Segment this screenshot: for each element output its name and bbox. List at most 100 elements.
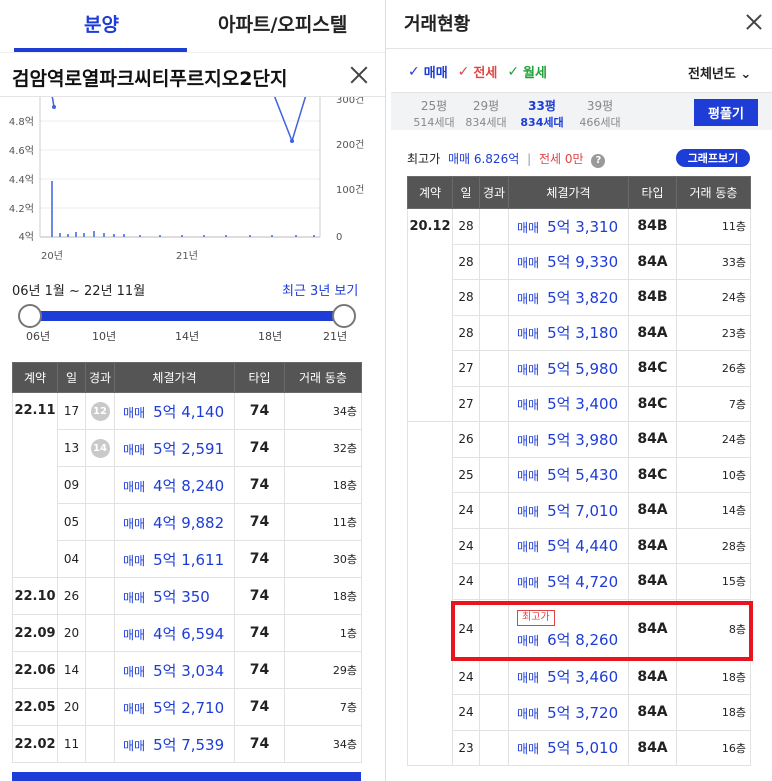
date-range-slider[interactable] [18,303,358,329]
table-row[interactable]: 04 매매 5억 1,611 74 30층 [13,540,362,578]
separator: | [527,152,532,166]
price-cell[interactable]: 매매 5억 4,140 [114,392,235,430]
price-cell[interactable]: 매매 5억 3,310 [508,208,629,245]
contract-day: 28 [452,314,480,351]
volume-bars [51,181,315,237]
table-row[interactable]: 13 14 매매 5억 2,591 74 32층 [13,429,362,467]
table-row[interactable]: 24 최고가 매매 6억 8,260 84A 8층 [408,598,751,660]
tab-presale[interactable]: 분양 [84,14,119,36]
table-row[interactable]: 28 매매 5억 9,330 84A 33층 [408,243,751,280]
table-row[interactable]: 26 매매 5억 3,980 84A 24층 [407,421,751,766]
price-cell[interactable]: 매매 5억 3,820 [508,279,629,316]
right-table-body: 20.12 28 매매 5억 3,310 84B 11층 28 매매 5억 9,330 84A 33… [407,208,751,766]
trade-kind: 매매 [517,469,540,484]
floor: 24층 [676,279,751,316]
price-cell[interactable]: 매매 5억 3,400 [508,385,629,422]
expand-pyeong-button[interactable]: 평풀기 [694,99,758,126]
price-cell[interactable]: 매매 5억 1,611 [114,540,235,578]
table-row[interactable]: 22.11 17 12 매매 5억 4,140 74 34층 [12,392,362,578]
trade-kind: 매매 [517,633,540,648]
table-row[interactable]: 22.02 11 매매 5억 7,539 74 34층 [12,725,362,763]
table-row[interactable]: 25 매매 5억 5,430 84C 10층 [408,456,751,493]
table-row[interactable]: 22.06 14 매매 5억 3,034 74 29층 [12,651,362,689]
table-row[interactable]: 24 매매 5억 7,010 84A 14층 [408,492,751,529]
price-cell[interactable]: 매매 5억 350 [114,577,235,615]
floor: 18층 [284,466,362,504]
table-row[interactable]: 24 매매 5억 3,720 84A 18층 [408,694,751,731]
price-cell[interactable]: 매매 5억 4,440 [508,527,629,564]
price-cell[interactable]: 매매 5억 2,591 [114,429,235,467]
table-row[interactable]: 22.09 20 매매 4억 6,594 74 1층 [12,614,362,652]
close-icon[interactable] [348,64,370,86]
table-row[interactable]: 22.05 20 매매 5억 2,710 74 7층 [12,688,362,726]
trade-amount: 5억 5,430 [547,466,619,485]
price-cell[interactable]: 매매 4억 6,594 [114,614,235,652]
price-cell[interactable]: 매매 5억 5,980 [508,350,629,387]
help-icon[interactable]: ? [591,154,606,168]
table-row[interactable]: 20.12 28 매매 5억 3,310 84B 11층 [407,208,751,422]
price-cell[interactable]: 매매 5억 7,539 [114,725,235,763]
table-row[interactable]: 28 매매 5억 3,820 84B 24층 [408,279,751,316]
contract-day: 28 [452,279,480,316]
slider-handle-end[interactable] [332,304,356,328]
x-tick: 20년 [41,250,63,262]
price-cell[interactable]: 매매 5억 5,430 [508,456,629,493]
price-cell[interactable]: 매매 5억 7,010 [508,492,629,529]
price-cell[interactable]: 매매 5억 9,330 [508,243,629,280]
price-cell[interactable]: 매매 5억 2,710 [114,688,235,726]
price-cell[interactable]: 매매 4억 9,882 [114,503,235,541]
price-chart: 4.8억 4.6억 4.4억 4.2억 4억 300건 200건 100건 0 [0,97,385,267]
lapse-cell: 14 [85,429,115,467]
filter-sale[interactable]: ✓ 매매 [408,62,448,82]
table-row[interactable]: 05 매매 4억 9,882 74 11층 [13,503,362,541]
price-cell[interactable]: 매매 5억 3,720 [508,694,629,731]
pyeong-option[interactable]: 29평 834세대 [458,97,514,130]
tab-apartment-officetel[interactable]: 아파트/오피스텔 [218,14,348,36]
pyeong-option[interactable]: 39평 466세대 [572,97,628,130]
table-row[interactable]: 24 매매 5억 4,720 84A 15층 [408,563,751,600]
floor: 7층 [676,385,751,422]
pyeong-option[interactable]: 25평 514세대 [406,97,462,130]
price-cell[interactable]: 매매 5억 3,980 [508,421,629,458]
y-tick-right: 200건 [336,139,364,151]
col-header: 일 [57,362,86,393]
close-icon[interactable] [744,12,764,32]
price-cell[interactable]: 매매 5억 5,010 [508,729,629,766]
trade-amount: 5억 7,010 [547,501,619,520]
lapse-cell [479,243,509,280]
filter-jeonse[interactable]: ✓ 전세 [458,62,498,82]
price-cell[interactable]: 최고가 매매 6억 8,260 [508,598,629,660]
contract-day: 04 [57,540,86,578]
price-cell[interactable]: 매매 5억 3,180 [508,314,629,351]
y-tick-left: 4.6억 [9,145,34,157]
year-select[interactable]: 전체년도 ⌄ [688,63,751,82]
recent-3-years-link[interactable]: 최근 3년 보기 [282,284,359,299]
table-row[interactable]: 28 매매 5억 3,180 84A 23층 [408,314,751,351]
right-panel: 거래현황 ✓ 매매 ✓ 전세 ✓ 월세 전체년도 ⌄ 25평 514세대 29평… [386,0,772,781]
contract-day: 20 [57,688,86,726]
col-header: 거래 동층 [676,176,751,209]
chevron-down-icon: ⌄ [740,67,752,82]
trade-kind: 매매 [123,516,146,531]
lapse-cell [479,563,509,600]
filter-monthly[interactable]: ✓ 월세 [507,62,547,82]
table-row[interactable]: 24 매매 5억 3,460 84A 18층 [408,658,751,695]
price-cell[interactable]: 매매 4억 8,240 [114,466,235,504]
lapse-cell [479,421,509,458]
table-row[interactable]: 22.10 26 매매 5억 350 74 18층 [12,577,362,615]
contract-day: 24 [452,527,480,564]
table-row[interactable]: 27 매매 5억 5,980 84C 26층 [408,350,751,387]
table-row[interactable]: 24 매매 5억 4,440 84A 28층 [408,527,751,564]
slider-handle-start[interactable] [18,304,42,328]
table-row[interactable]: 27 매매 5억 3,400 84C 7층 [408,385,751,422]
pyeong-option-selected[interactable]: 33평 834세대 [514,97,570,130]
price-cell[interactable]: 매매 5억 3,034 [114,651,235,689]
floor: 18층 [284,577,362,615]
price-cell[interactable]: 매매 5억 4,720 [508,563,629,600]
table-row[interactable]: 09 매매 4억 8,240 74 18층 [13,466,362,504]
price-cell[interactable]: 매매 5억 3,460 [508,658,629,695]
col-header: 경과 [85,362,115,393]
view-graph-button[interactable]: 그래프보기 [676,149,750,167]
left-bottom-button[interactable] [12,772,361,781]
table-row[interactable]: 23 매매 5억 5,010 84A 16층 [408,729,751,766]
